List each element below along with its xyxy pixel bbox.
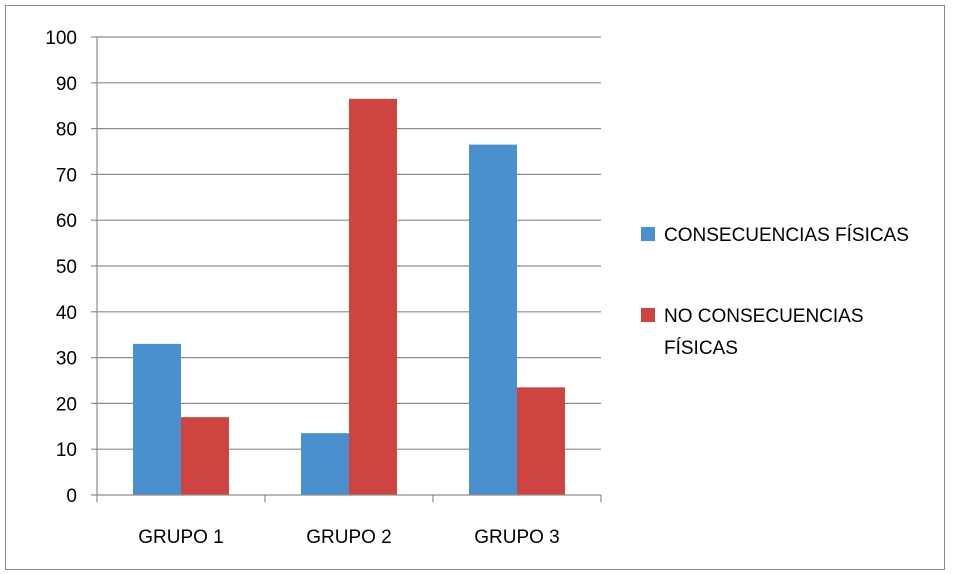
legend-swatch [641,227,655,241]
y-tick-label: 60 [56,211,77,232]
y-tick-label: 90 [56,74,77,95]
legend-label: NO CONSECUENCIAS [664,306,864,327]
legend-swatch [641,308,655,322]
bar-no-consecuencias-fisicas-3 [517,387,565,495]
y-tick-label: 100 [45,28,77,49]
legend: CONSECUENCIAS FÍSICAS NO CONSECUENCIAS FÍS… [641,225,909,359]
y-tick-label: 30 [56,349,77,370]
y-tick-label: 10 [56,440,77,461]
axes: 0 10 20 30 40 50 60 70 80 90 100 GRUPO 1 GRUPO 2 GRUP… [45,28,602,548]
legend-label: CONSECUENCIAS FÍSICAS [664,225,909,246]
y-tick-label: 50 [56,257,77,278]
bar-no-consecuencias-fisicas-1 [181,417,229,495]
x-tick-label: GRUPO 3 [474,527,560,548]
bar-consecuencias-fisicas-3 [469,144,517,495]
y-tick-label: 40 [56,303,77,324]
x-tick-label: GRUPO 1 [138,527,224,548]
legend-label: FÍSICAS [664,338,738,359]
y-tick-label: 80 [56,120,77,141]
y-tick-label: 0 [66,486,77,507]
y-tick-label: 20 [56,394,77,415]
y-tick-label: 70 [56,165,77,186]
x-tick-label: GRUPO 2 [306,527,392,548]
bar-no-consecuencias-fisicas-2 [349,98,397,495]
bars [133,98,565,495]
bar-consecuencias-fisicas-2 [301,433,349,495]
bar-consecuencias-fisicas-1 [133,343,181,495]
